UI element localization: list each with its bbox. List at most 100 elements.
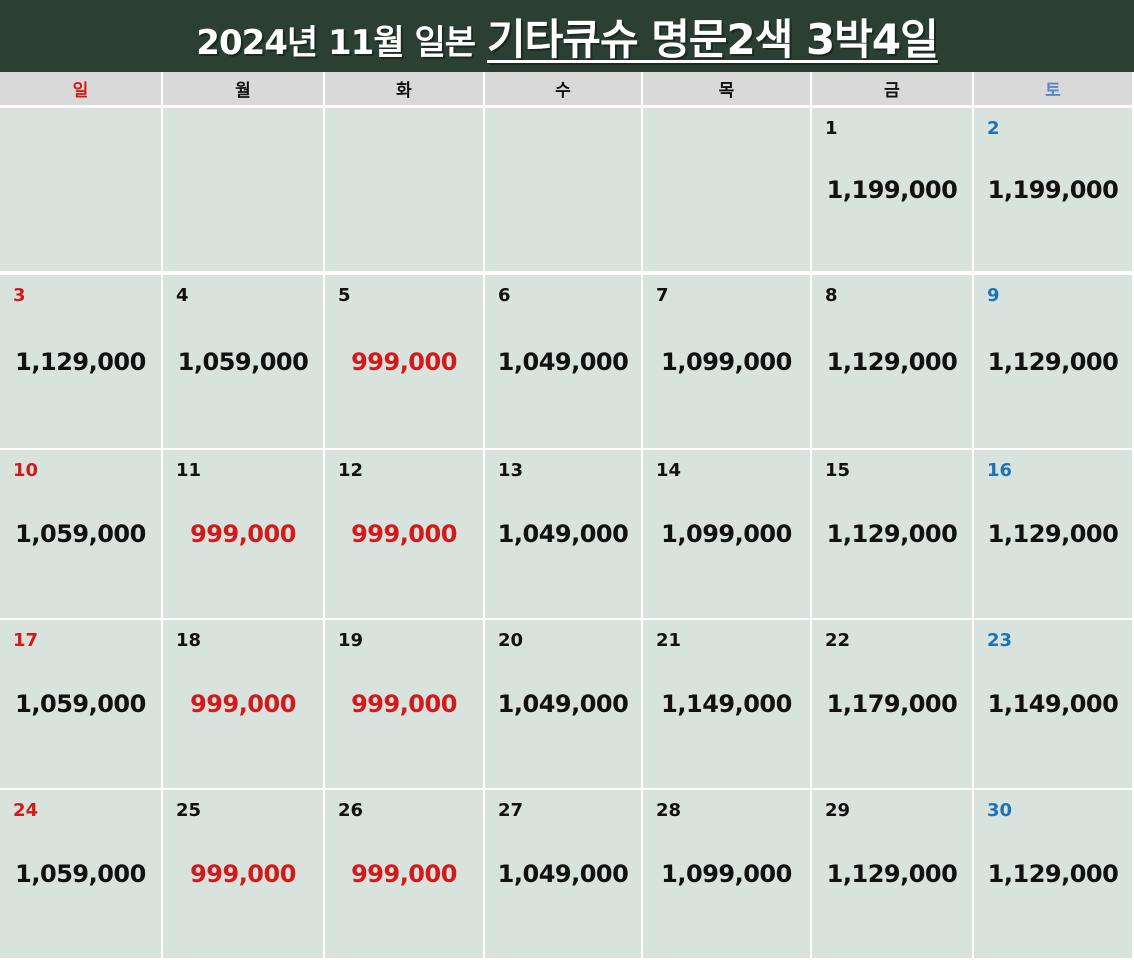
calendar-cell[interactable]: 6 1,049,000 — [485, 275, 643, 450]
price: 1,059,000 — [177, 347, 309, 376]
day-number: 16 — [987, 460, 1013, 481]
price-lowest: 999,000 — [351, 860, 457, 888]
calendar-cell[interactable]: 12 999,000 — [325, 450, 485, 620]
weekday-header-sat: 토 — [974, 72, 1134, 108]
day-number: 6 — [498, 285, 511, 306]
price: 1,049,000 — [497, 520, 629, 548]
day-number: 29 — [825, 800, 851, 821]
calendar-cell[interactable]: 28 1,099,000 — [643, 790, 812, 960]
day-number: 20 — [498, 630, 524, 651]
day-number: 13 — [498, 460, 524, 481]
day-number: 9 — [987, 285, 1000, 306]
day-number: 24 — [13, 800, 39, 821]
price-lowest: 999,000 — [351, 690, 457, 718]
day-number: 18 — [176, 630, 202, 651]
weekday-header-mon: 월 — [163, 72, 325, 108]
weekday-header-thu: 목 — [643, 72, 812, 108]
weekday-header-wed: 수 — [485, 72, 643, 108]
day-number: 5 — [338, 285, 351, 306]
calendar-cell[interactable]: 8 1,129,000 — [812, 275, 974, 450]
calendar-cell[interactable]: 21 1,149,000 — [643, 620, 812, 790]
day-number: 19 — [338, 630, 364, 651]
day-number: 25 — [176, 800, 202, 821]
weekday-header-sun: 일 — [0, 72, 163, 108]
calendar-cell[interactable]: 22 1,179,000 — [812, 620, 974, 790]
title-main: 2024년 11월 일본 — [196, 22, 476, 63]
day-number: 21 — [656, 630, 682, 651]
price: 1,059,000 — [15, 520, 146, 548]
day-number: 28 — [656, 800, 682, 821]
calendar-cell[interactable]: 19 999,000 — [325, 620, 485, 790]
price-lowest: 999,000 — [351, 520, 457, 548]
calendar-cell[interactable]: 20 1,049,000 — [485, 620, 643, 790]
price: 1,179,000 — [826, 690, 958, 718]
calendar-cell[interactable]: 1 1,199,000 — [812, 108, 974, 275]
calendar-cell[interactable]: 18 999,000 — [163, 620, 325, 790]
title-bar: 2024년 11월 일본 기타큐슈 명문2색 3박4일 — [0, 0, 1134, 72]
price-lowest: 999,000 — [351, 347, 457, 376]
price: 1,129,000 — [826, 347, 958, 376]
calendar-cell[interactable]: 27 1,049,000 — [485, 790, 643, 960]
day-number: 15 — [825, 460, 851, 481]
price: 1,199,000 — [987, 175, 1119, 204]
day-number: 27 — [498, 800, 524, 821]
calendar-cell[interactable]: 13 1,049,000 — [485, 450, 643, 620]
price: 1,049,000 — [497, 690, 629, 718]
price-calendar: 일 월 화 수 목 금 토 1 1,199,000 2 1,199,000 3 … — [0, 72, 1134, 960]
calendar-cell[interactable]: 15 1,129,000 — [812, 450, 974, 620]
price: 1,099,000 — [661, 520, 792, 548]
day-number: 26 — [338, 800, 364, 821]
price-lowest: 999,000 — [190, 690, 296, 718]
calendar-cell[interactable]: 2 1,199,000 — [974, 108, 1134, 275]
day-number: 17 — [13, 630, 39, 651]
price: 1,049,000 — [497, 860, 629, 888]
calendar-cell[interactable]: 9 1,129,000 — [974, 275, 1134, 450]
day-number: 4 — [176, 285, 189, 306]
page-title: 2024년 11월 일본 기타큐슈 명문2색 3박4일 — [196, 6, 939, 67]
price: 1,129,000 — [826, 860, 958, 888]
price: 1,099,000 — [661, 860, 792, 888]
calendar-cell[interactable]: 25 999,000 — [163, 790, 325, 960]
day-number: 23 — [987, 630, 1013, 651]
day-number: 30 — [987, 800, 1013, 821]
price-lowest: 999,000 — [190, 520, 296, 548]
weekday-header-fri: 금 — [812, 72, 974, 108]
day-number: 11 — [176, 460, 202, 481]
price: 1,129,000 — [987, 520, 1119, 548]
day-number: 22 — [825, 630, 851, 651]
day-number: 14 — [656, 460, 682, 481]
price: 1,049,000 — [497, 347, 629, 376]
calendar-cell[interactable]: 3 1,129,000 — [0, 275, 163, 450]
price: 1,099,000 — [661, 347, 792, 376]
calendar-cell-empty — [485, 108, 643, 275]
calendar-cell[interactable]: 14 1,099,000 — [643, 450, 812, 620]
day-number: 10 — [13, 460, 39, 481]
price: 1,059,000 — [15, 860, 146, 888]
day-number: 8 — [825, 285, 838, 306]
calendar-cell[interactable]: 23 1,149,000 — [974, 620, 1134, 790]
calendar-cell[interactable]: 26 999,000 — [325, 790, 485, 960]
price-lowest: 999,000 — [190, 860, 296, 888]
calendar-cell[interactable]: 4 1,059,000 — [163, 275, 325, 450]
calendar-cell-empty — [163, 108, 325, 275]
price: 1,149,000 — [661, 690, 792, 718]
price: 1,129,000 — [987, 347, 1119, 376]
price: 1,129,000 — [826, 520, 958, 548]
day-number: 2 — [987, 118, 1000, 139]
title-highlight: 기타큐슈 명문2색 3박4일 — [487, 14, 939, 64]
calendar-cell[interactable]: 16 1,129,000 — [974, 450, 1134, 620]
weekday-header-tue: 화 — [325, 72, 485, 108]
day-number: 1 — [825, 118, 838, 139]
calendar-cell[interactable]: 11 999,000 — [163, 450, 325, 620]
day-number: 3 — [13, 285, 26, 306]
calendar-cell-empty — [325, 108, 485, 275]
calendar-cell[interactable]: 10 1,059,000 — [0, 450, 163, 620]
price: 1,059,000 — [15, 690, 146, 718]
calendar-cell[interactable]: 7 1,099,000 — [643, 275, 812, 450]
calendar-cell[interactable]: 24 1,059,000 — [0, 790, 163, 960]
calendar-cell[interactable]: 17 1,059,000 — [0, 620, 163, 790]
price: 1,149,000 — [987, 690, 1119, 718]
calendar-cell[interactable]: 5 999,000 — [325, 275, 485, 450]
calendar-cell[interactable]: 30 1,129,000 — [974, 790, 1134, 960]
calendar-cell[interactable]: 29 1,129,000 — [812, 790, 974, 960]
